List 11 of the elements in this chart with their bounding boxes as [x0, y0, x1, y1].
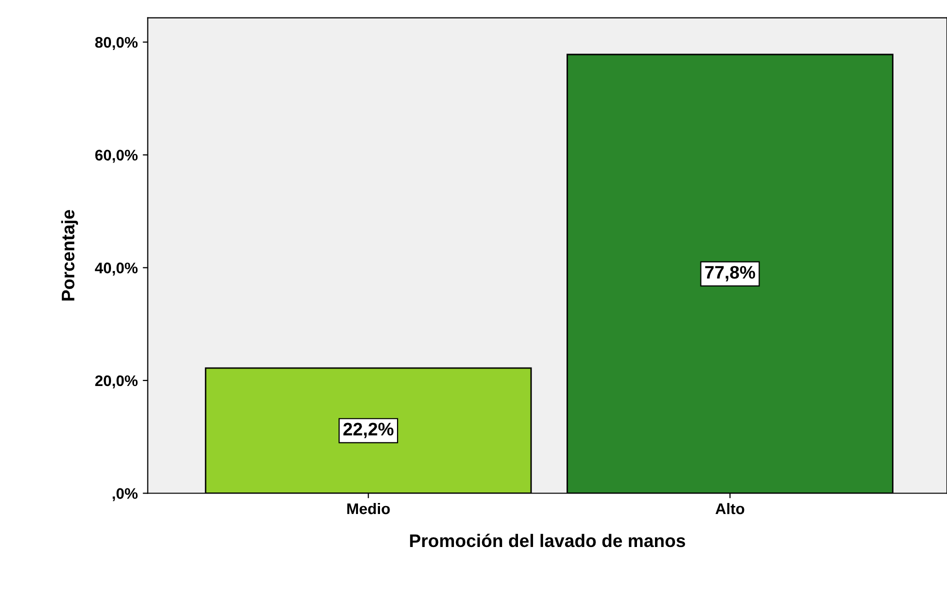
y-tick-label: 20,0% — [95, 375, 138, 388]
y-tick-label: 40,0% — [94, 262, 138, 276]
y-axis-title: Porcentaje — [61, 210, 78, 301]
y-tick-label: 80,0% — [95, 36, 138, 50]
data-label: 77,8% — [705, 266, 756, 282]
x-tick-label: Medio — [347, 502, 390, 514]
x-axis-title: Promoción del lavado de manos — [410, 534, 686, 548]
y-tick-label: ,0% — [112, 488, 138, 502]
x-tick-label: Alto — [716, 502, 744, 514]
data-label: 22,2% — [343, 422, 394, 438]
y-tick-label: 60,0% — [95, 150, 138, 163]
